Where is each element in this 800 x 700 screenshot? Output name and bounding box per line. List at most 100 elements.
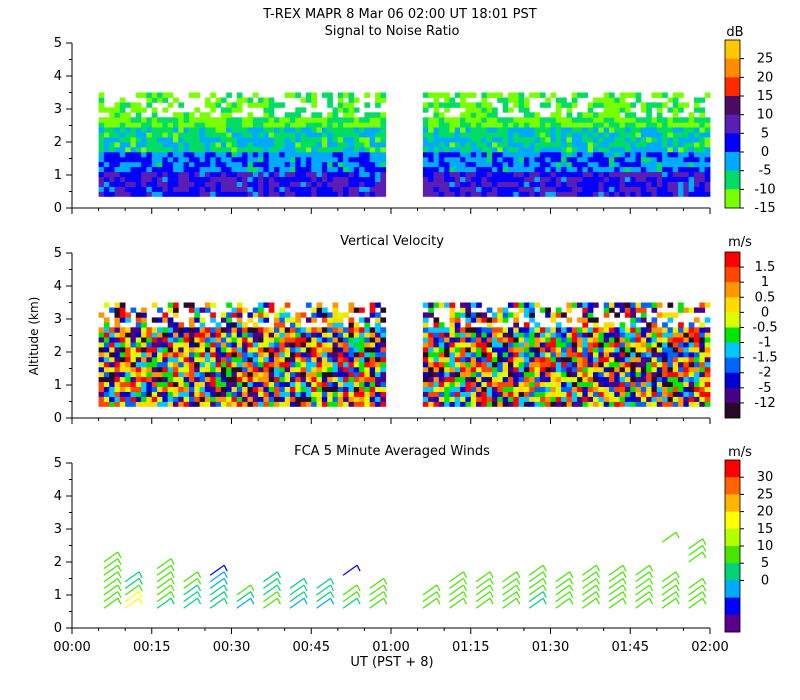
heatmap-cell <box>151 366 158 373</box>
heatmap-cell <box>157 176 163 182</box>
heatmap-cell <box>444 386 450 392</box>
heatmap-cell <box>492 151 498 158</box>
wind-barb <box>555 584 571 596</box>
heatmap-cell <box>364 137 371 143</box>
heatmap-cell <box>321 386 328 392</box>
heatmap-cell <box>300 107 307 113</box>
heatmap-cell <box>98 361 105 368</box>
wind-barb-flag <box>516 597 521 605</box>
heatmap-cell <box>135 181 142 187</box>
heatmap-cell <box>178 366 184 373</box>
heatmap-cell <box>183 342 190 348</box>
heatmap-cell <box>492 137 498 143</box>
heatmap-cell <box>119 161 126 168</box>
heatmap-cell <box>449 391 456 397</box>
wind-barb <box>103 597 119 609</box>
heatmap-cell <box>305 327 312 333</box>
heatmap-cell <box>348 156 355 163</box>
heatmap-cell <box>359 401 365 407</box>
heatmap-cell <box>236 97 243 103</box>
heatmap-cell <box>550 181 557 187</box>
heatmap-cell <box>332 147 339 153</box>
heatmap-cell <box>438 396 445 402</box>
heatmap-cell <box>109 191 115 197</box>
heatmap-cell <box>502 391 509 397</box>
heatmap-cell <box>497 181 503 187</box>
heatmap-cell <box>178 132 184 138</box>
heatmap-cell <box>422 102 429 108</box>
heatmap-cell <box>226 102 232 108</box>
heatmap-cell <box>651 371 658 378</box>
heatmap-cell <box>141 361 147 368</box>
heatmap-cell <box>210 147 216 153</box>
heatmap-cell <box>337 386 344 392</box>
heatmap-cell <box>704 386 711 392</box>
heatmap-cell <box>577 386 583 392</box>
heatmap-cell <box>492 386 498 392</box>
heatmap-cell <box>444 92 450 98</box>
heatmap-cell <box>651 132 658 138</box>
heatmap-cell <box>194 401 200 407</box>
heatmap-cell <box>699 302 706 308</box>
heatmap-cell <box>598 117 605 123</box>
heatmap-cell <box>651 137 658 143</box>
heatmap-cell <box>481 342 488 348</box>
heatmap-cell <box>194 352 200 358</box>
heatmap-cell <box>337 137 344 143</box>
heatmap-cell <box>103 371 110 378</box>
heatmap-cell <box>470 401 477 407</box>
heatmap-cell <box>640 347 647 353</box>
heatmap-cell <box>678 166 684 173</box>
wind-barb <box>263 577 278 589</box>
heatmap-cell <box>327 366 333 373</box>
heatmap-cell <box>348 332 355 338</box>
heatmap-cell <box>380 307 387 313</box>
heatmap-cell <box>252 156 259 163</box>
heatmap-cell <box>678 122 684 128</box>
heatmap-cell <box>109 176 115 182</box>
heatmap-cell <box>125 117 131 123</box>
heatmap-cell <box>119 386 126 392</box>
heatmap-cell <box>428 171 434 178</box>
heatmap-cell <box>481 122 488 128</box>
heatmap-cell <box>279 347 286 353</box>
heatmap-cell <box>550 176 557 182</box>
heatmap-cell <box>173 352 179 358</box>
heatmap-cell <box>98 151 105 158</box>
heatmap-cell <box>539 191 546 197</box>
heatmap-cell <box>204 166 211 173</box>
heatmap-cell <box>305 127 312 133</box>
heatmap-cell <box>492 361 498 368</box>
heatmap-cell <box>183 361 190 368</box>
heatmap-cell <box>146 381 153 387</box>
heatmap-cell <box>183 386 190 392</box>
colorbar-tick-label: 20 <box>757 505 774 520</box>
heatmap-cell <box>305 302 312 308</box>
heatmap-cell <box>433 376 440 383</box>
heatmap-cell <box>380 117 387 123</box>
heatmap-cell <box>640 312 647 318</box>
heatmap-cell <box>146 366 153 373</box>
heatmap-cell <box>529 347 535 353</box>
heatmap-cell <box>508 147 514 153</box>
wind-barb <box>209 571 225 583</box>
heatmap-cell <box>268 332 275 338</box>
heatmap-cell <box>231 352 238 358</box>
heatmap-cell <box>157 97 163 103</box>
heatmap-cell <box>492 376 498 383</box>
heatmap-cell <box>640 342 647 348</box>
heatmap-cell <box>210 337 216 343</box>
heatmap-cell <box>199 151 206 158</box>
heatmap-cell <box>337 371 344 378</box>
heatmap-cell <box>300 381 307 387</box>
heatmap-cell <box>624 327 631 333</box>
heatmap-cell <box>518 327 525 333</box>
heatmap-cell <box>656 332 663 338</box>
heatmap-cell <box>438 102 445 108</box>
heatmap-cell <box>662 181 668 187</box>
heatmap-cell <box>508 142 514 148</box>
heatmap-cell <box>518 337 525 343</box>
heatmap-cell <box>630 156 636 163</box>
heatmap-cell <box>236 151 243 158</box>
heatmap-cell <box>220 97 227 103</box>
